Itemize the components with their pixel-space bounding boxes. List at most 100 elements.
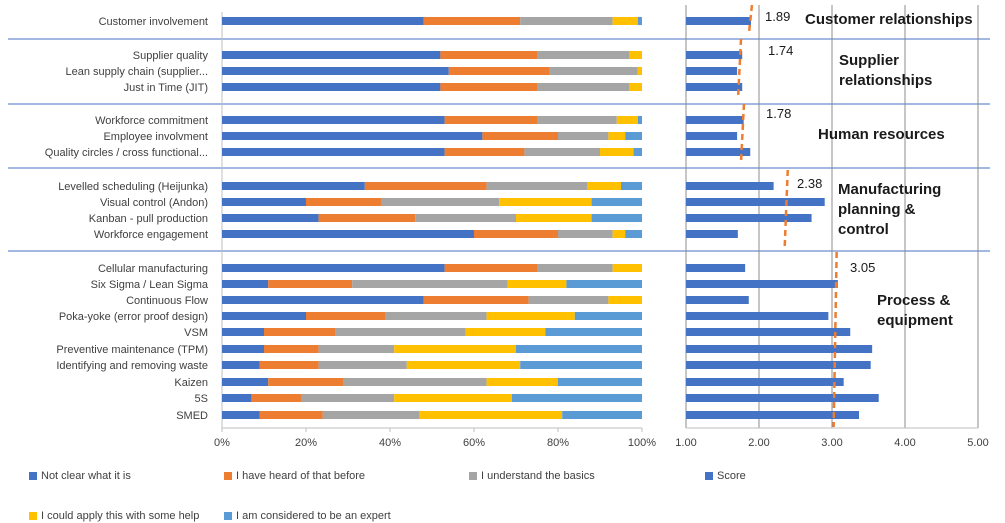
right-x-tick-label: 4.00 bbox=[894, 437, 915, 449]
stacked-bar-segment bbox=[612, 230, 626, 238]
score-bar bbox=[686, 411, 860, 419]
stacked-bar-segment bbox=[558, 132, 609, 140]
stacked-bar-segment bbox=[637, 116, 642, 124]
left-x-tick-label: 20% bbox=[295, 437, 317, 449]
stacked-bar-area bbox=[222, 17, 642, 419]
stacked-bar-segment bbox=[318, 214, 416, 222]
stacked-bar-segment bbox=[633, 148, 642, 156]
category-label: Preventive maintenance (TPM) bbox=[56, 344, 208, 356]
group-average-line bbox=[739, 103, 746, 165]
score-bar bbox=[686, 67, 738, 75]
group-average-line bbox=[736, 38, 743, 100]
left-x-tick-label: 40% bbox=[379, 437, 401, 449]
group-average-markers: 1.89 1.74 1.78 2.38 3.05 bbox=[736, 4, 875, 428]
category-label: SMED bbox=[176, 410, 208, 422]
right-x-tick-label: 2.00 bbox=[748, 437, 769, 449]
stacked-bar-segment bbox=[222, 132, 483, 140]
stacked-bar-segment bbox=[222, 17, 424, 25]
category-label: Six Sigma / Lean Sigma bbox=[91, 279, 209, 291]
category-label: Employee involvment bbox=[103, 131, 208, 143]
stacked-bar-segment bbox=[259, 411, 323, 419]
score-bar bbox=[686, 378, 844, 386]
score-bar bbox=[686, 51, 743, 59]
stacked-bar-segment bbox=[591, 214, 642, 222]
stacked-bar-segment bbox=[222, 361, 260, 369]
right-x-tick-label: 3.00 bbox=[821, 437, 842, 449]
score-bar bbox=[686, 198, 825, 206]
stacked-bar-segment bbox=[222, 296, 424, 304]
stacked-bar-segment bbox=[558, 378, 642, 386]
score-bar bbox=[686, 230, 738, 238]
stacked-bar-segment bbox=[587, 182, 621, 190]
legend-swatch bbox=[224, 472, 232, 480]
stacked-bar-segment bbox=[608, 296, 642, 304]
score-bar bbox=[686, 312, 829, 320]
category-label: Workforce engagement bbox=[94, 229, 208, 241]
stacked-bar-segment bbox=[537, 264, 613, 272]
stacked-bar-segment bbox=[406, 361, 521, 369]
group-label-line: equipment bbox=[877, 312, 953, 329]
right-axis: 1.00 2.00 3.00 4.00 5.00 bbox=[675, 5, 989, 449]
stacked-bar-segment bbox=[222, 328, 264, 336]
stacked-bar-segment bbox=[545, 328, 642, 336]
stacked-bar-segment bbox=[222, 378, 269, 386]
score-bar bbox=[686, 116, 744, 124]
stacked-bar-segment bbox=[516, 345, 642, 353]
score-bar bbox=[686, 148, 751, 156]
stacked-bar-segment bbox=[486, 378, 558, 386]
category-label: Lean supply chain (supplier... bbox=[66, 66, 208, 78]
stacked-bar-segment bbox=[222, 116, 445, 124]
score-bar bbox=[686, 214, 812, 222]
stacked-bar-segment bbox=[352, 280, 508, 288]
stacked-bar-segment bbox=[616, 116, 638, 124]
legend-item: I understand the basics bbox=[469, 470, 595, 482]
stacked-bar-segment bbox=[381, 198, 500, 206]
legend-label: Not clear what it is bbox=[41, 470, 131, 482]
stacked-bar-segment bbox=[621, 182, 642, 190]
right-x-tick-label: 5.00 bbox=[967, 437, 988, 449]
stacked-bar-segment bbox=[394, 394, 512, 402]
stacked-bar-segment bbox=[335, 328, 466, 336]
legend-label: I am considered to be an expert bbox=[236, 510, 391, 522]
stacked-bar-segment bbox=[343, 378, 487, 386]
stacked-bar-segment bbox=[222, 51, 441, 59]
legend-swatch bbox=[469, 472, 477, 480]
stacked-bar-segment bbox=[507, 280, 567, 288]
stacked-bar-segment bbox=[423, 296, 529, 304]
stacked-bar-segment bbox=[318, 361, 407, 369]
stacked-bar-segment bbox=[306, 312, 386, 320]
stacked-bar-segment bbox=[612, 264, 642, 272]
stacked-bar-segment bbox=[222, 411, 260, 419]
stacked-bar-segment bbox=[440, 51, 537, 59]
stacked-bar-segment bbox=[264, 345, 319, 353]
stacked-bar-segment bbox=[486, 312, 575, 320]
stacked-bar-segment bbox=[600, 148, 634, 156]
legend-swatch bbox=[705, 472, 713, 480]
stacked-bar-segment bbox=[301, 394, 395, 402]
category-label: Quality circles / cross functional... bbox=[45, 147, 208, 159]
group-label: Human resources bbox=[818, 126, 945, 143]
stacked-bar-segment bbox=[222, 394, 252, 402]
category-label: Kaizen bbox=[174, 377, 208, 389]
legend-item: I could apply this with some help bbox=[29, 510, 199, 522]
score-bar bbox=[686, 17, 751, 25]
stacked-bar-segment bbox=[423, 17, 521, 25]
stacked-bar-segment bbox=[591, 198, 642, 206]
group-label-line: Manufacturing bbox=[838, 181, 941, 198]
stacked-bar-segment bbox=[486, 182, 588, 190]
category-label: Continuous Flow bbox=[126, 295, 208, 307]
stacked-bar-segment bbox=[558, 230, 613, 238]
legend-label: Score bbox=[717, 470, 746, 482]
legend-item: Score bbox=[705, 470, 746, 482]
category-label: Customer involvement bbox=[99, 16, 208, 28]
stacked-bar-segment bbox=[528, 296, 609, 304]
stacked-bar-segment bbox=[415, 214, 516, 222]
category-label: Levelled scheduling (Heijunka) bbox=[58, 181, 208, 193]
stacked-bar-segment bbox=[264, 328, 336, 336]
legend-swatch bbox=[224, 512, 232, 520]
group-label-line: relationships bbox=[839, 72, 932, 89]
score-bar bbox=[686, 361, 871, 369]
stacked-bar-segment bbox=[444, 264, 537, 272]
left-x-tick-label: 80% bbox=[547, 437, 569, 449]
